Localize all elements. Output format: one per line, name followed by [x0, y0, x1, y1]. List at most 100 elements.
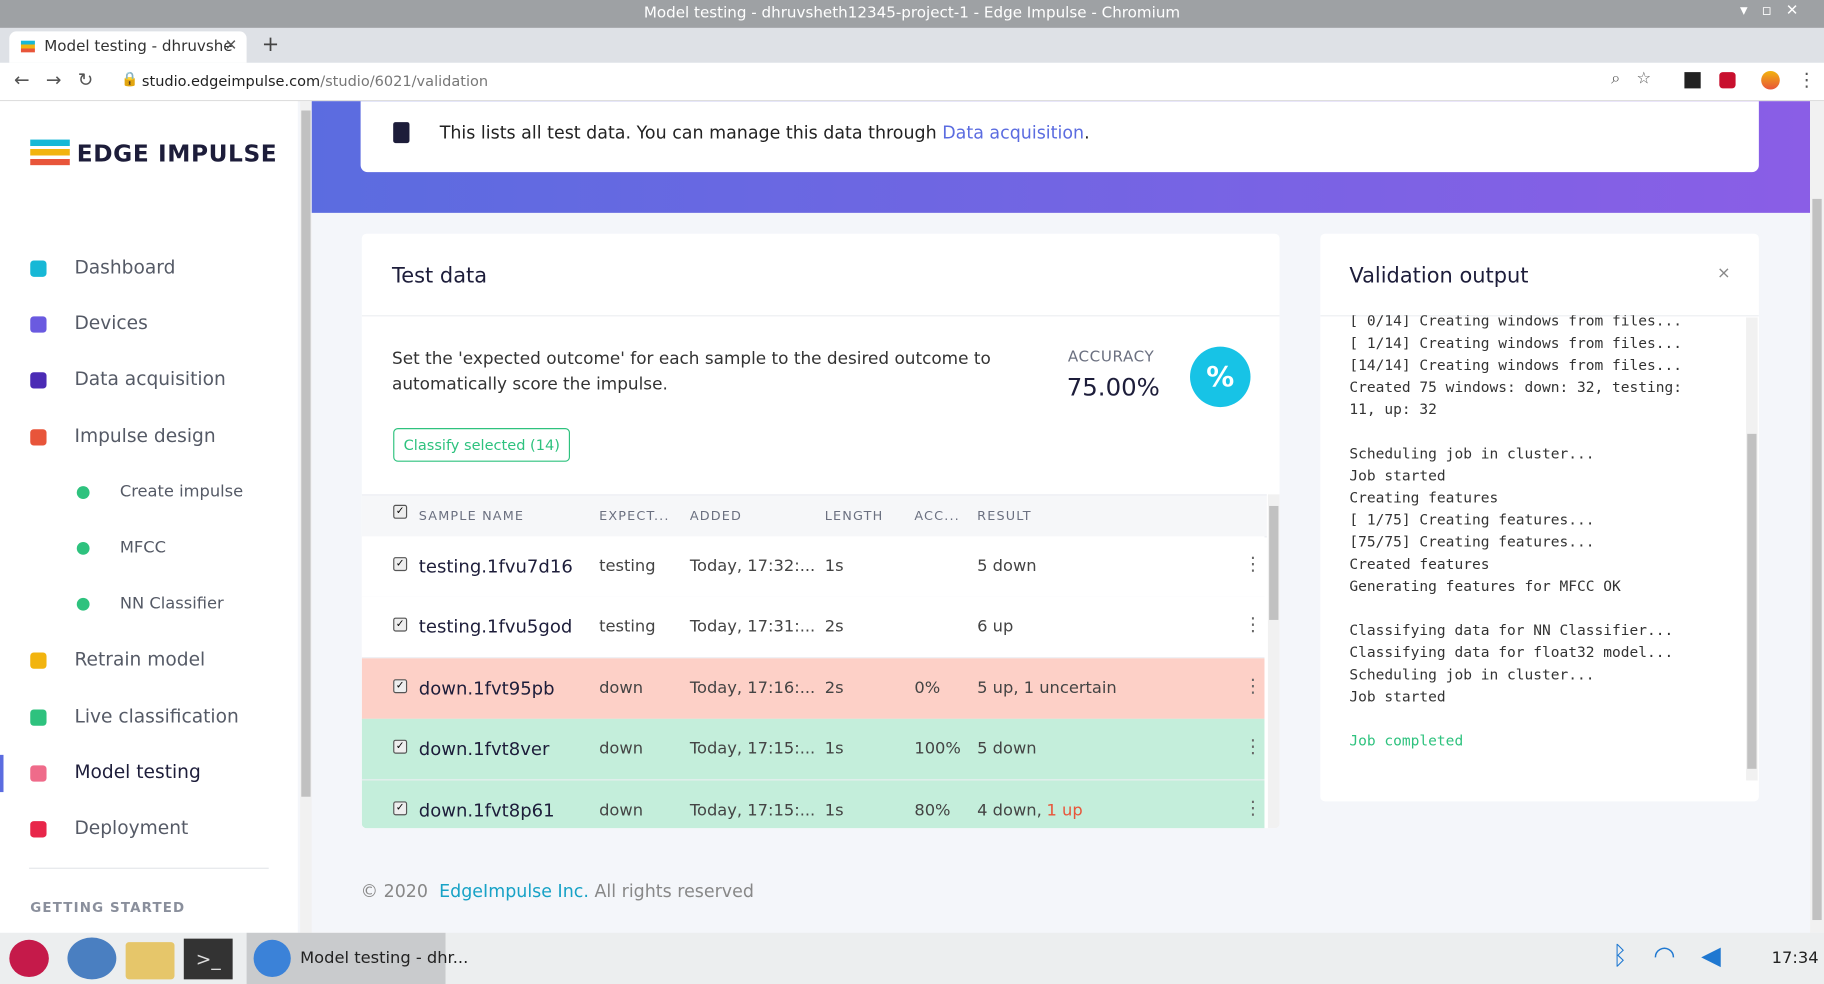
banner-link[interactable]: Data acquisition: [942, 122, 1085, 144]
clock: 17:34: [1771, 949, 1819, 968]
added: Today, 17:31:...: [689, 618, 816, 637]
extension[interactable]: [1684, 72, 1701, 89]
nav-item[interactable]: Create impulse: [0, 470, 298, 517]
nav-item[interactable]: Dashboard: [0, 245, 298, 292]
file-manager[interactable]: [125, 942, 175, 980]
page-scrollbar[interactable]: [1810, 101, 1824, 933]
nav-label: MFCC: [119, 538, 166, 558]
url[interactable]: studio.edgeimpulse.com/studio/6021/valid…: [142, 72, 488, 89]
nav-label: Model testing: [74, 760, 201, 783]
log-line: Job started: [1349, 687, 1446, 705]
log-line: Classifying data for float32 model...: [1349, 643, 1674, 661]
menu[interactable]: ⋮: [1797, 68, 1816, 91]
expected: testing: [599, 618, 656, 637]
scroll-thumb[interactable]: [1747, 433, 1757, 769]
expected: down: [599, 739, 644, 759]
terminal[interactable]: >_: [183, 938, 233, 980]
length: 2s: [824, 679, 844, 698]
active-indicator: [0, 754, 4, 792]
nav-item[interactable]: Impulse design: [0, 414, 298, 461]
added: Today, 17:15:...: [689, 739, 816, 759]
nav-item[interactable]: Retrain model: [0, 638, 298, 685]
raspberry-menu[interactable]: [9, 939, 49, 978]
lock-icon: 🔒: [120, 70, 139, 88]
nav-item[interactable]: Devices: [0, 301, 298, 348]
table-scrollbar[interactable]: [1267, 494, 1280, 829]
nav-label: NN Classifier: [119, 594, 224, 614]
description: Set the 'expected outcome' for each samp…: [392, 350, 991, 395]
extension[interactable]: [1719, 72, 1736, 89]
row-menu[interactable]: ⋮: [1243, 796, 1263, 819]
banner-message: This lists all test data. You can manage…: [439, 122, 943, 144]
nav-buttons[interactable]: ←→↻: [13, 68, 110, 91]
row-menu[interactable]: ⋮: [1243, 735, 1263, 758]
panel-title: Validation output: [1349, 264, 1529, 289]
length: 1s: [824, 739, 844, 759]
nav-item[interactable]: Live classification: [0, 694, 298, 741]
nav-label: Live classification: [74, 704, 239, 727]
nav-item[interactable]: NN Classifier: [0, 582, 298, 629]
nav-item[interactable]: Deployment: [0, 806, 298, 853]
tray-icons[interactable]: ᛒ◠◀: [1612, 942, 1747, 972]
tab-strip: Model testing - dhruvshe ✕ +: [0, 27, 1824, 63]
sample-name: testing.1fvu7d16: [418, 555, 573, 577]
taskbar: >_ Model testing - dhr... ᛒ◠◀ 17:34: [0, 932, 1824, 984]
panel-title: Test data: [392, 264, 488, 289]
length: 1s: [824, 800, 844, 820]
nav-item[interactable]: MFCC: [0, 526, 298, 573]
log-line: [75/75] Creating features...: [1349, 532, 1595, 551]
window-title: Model testing - dhruvsheth12345-project-…: [643, 4, 1181, 23]
nav-icon: [30, 260, 47, 277]
nav-item[interactable]: Data acquisition: [0, 358, 298, 405]
new-tab[interactable]: +: [261, 32, 280, 57]
url-path: /studio/6021/validation: [320, 72, 489, 90]
column-header: LENGTH: [824, 508, 884, 524]
tab[interactable]: Model testing - dhruvshe ✕: [9, 31, 247, 63]
column-header: SAMPLE NAME: [418, 508, 525, 524]
checkbox[interactable]: ✓: [393, 557, 408, 572]
scroll-thumb[interactable]: [1812, 198, 1822, 921]
expected: down: [599, 679, 644, 698]
scroll-thumb[interactable]: [1269, 505, 1279, 620]
browser-launcher[interactable]: [67, 937, 117, 980]
checkbox[interactable]: ✓: [393, 504, 408, 519]
classify-button[interactable]: Classify selected (14): [393, 428, 571, 462]
nav-label: Retrain model: [74, 648, 206, 671]
window-controls[interactable]: ▾▫✕: [1739, 2, 1813, 20]
nav-icon: [30, 709, 47, 726]
nav-icon: [76, 485, 90, 499]
checkbox[interactable]: ✓: [393, 618, 408, 633]
row-menu[interactable]: ⋮: [1243, 613, 1263, 636]
close-button[interactable]: ×: [1716, 264, 1731, 283]
company-link[interactable]: EdgeImpulse Inc.: [439, 880, 589, 902]
nav-label: Create impulse: [119, 482, 244, 502]
expected: down: [599, 800, 644, 820]
nav-icon: [76, 598, 90, 611]
tab-close[interactable]: ✕: [224, 37, 238, 55]
favicon: [20, 40, 35, 53]
log-line: Creating features: [1349, 488, 1499, 506]
scroll-thumb[interactable]: [301, 110, 311, 797]
sidebar-scrollbar[interactable]: [300, 101, 312, 933]
divider: [361, 315, 1280, 317]
tab-title: Model testing - dhruvshe: [44, 38, 233, 56]
toolbar-icons[interactable]: ⌕☆: [1611, 69, 1668, 89]
banner-end: .: [1084, 122, 1090, 144]
checkbox[interactable]: ✓: [393, 739, 408, 754]
profile[interactable]: [1761, 70, 1780, 90]
task-title: Model testing - dhr...: [300, 949, 469, 968]
nav-icon: [76, 542, 90, 555]
sidebar: EDGE IMPULSE GETTING STARTED Dashboard De…: [0, 101, 298, 933]
title-bar: Model testing - dhruvsheth12345-project-…: [0, 0, 1824, 28]
row-menu[interactable]: ⋮: [1243, 552, 1263, 575]
checkbox[interactable]: ✓: [393, 679, 408, 693]
task-button[interactable]: Model testing - dhr...: [246, 932, 468, 984]
log-line: Scheduling job in cluster...: [1349, 665, 1595, 683]
accuracy: 100%: [914, 739, 961, 759]
log-line: Created 75 windows: down: 32, testing:: [1349, 378, 1683, 396]
nav-item[interactable]: Model testing: [0, 750, 298, 797]
row-menu[interactable]: ⋮: [1243, 674, 1263, 697]
checkbox[interactable]: ✓: [393, 800, 408, 815]
log-scrollbar[interactable]: [1746, 317, 1758, 781]
